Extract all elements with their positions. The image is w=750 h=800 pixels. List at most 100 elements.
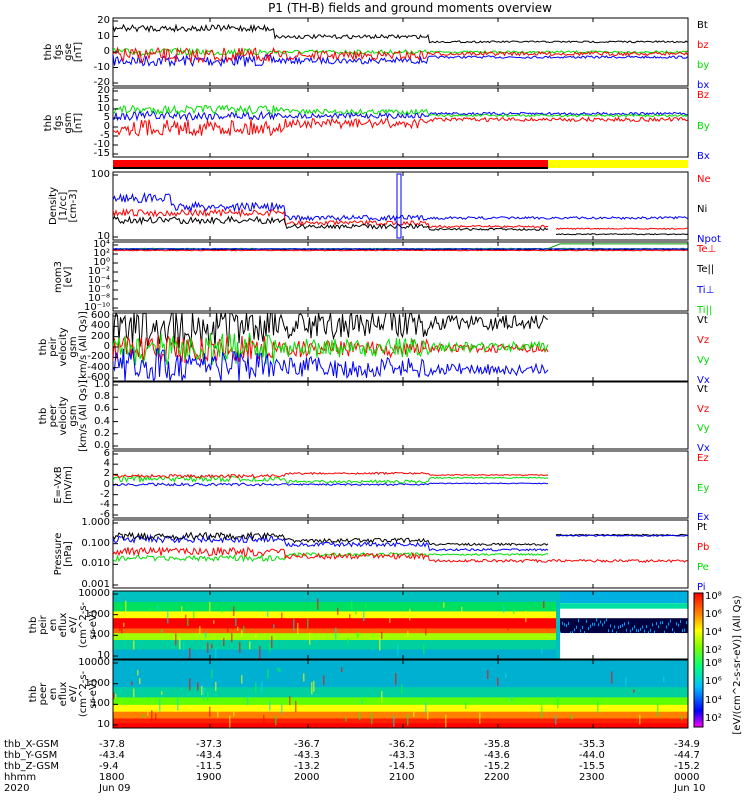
spectrogram-texture [215, 647, 217, 660]
x-axis-row-label: thb_Y-GSM [4, 750, 58, 761]
spectrogram-late-speckle [596, 618, 597, 622]
legend-vy: Vy [697, 423, 710, 435]
spectrogram-late-speckle [648, 631, 649, 635]
spectrogram-texture [227, 621, 229, 633]
spectrogram-texture [401, 683, 403, 695]
spectrogram-band [113, 639, 556, 650]
series-ti-late [547, 243, 688, 250]
spectrogram-texture [241, 675, 243, 684]
panel-data [113, 23, 688, 68]
spectrogram-texture [397, 644, 399, 657]
colorbar-tick-label: 10⁴ [705, 694, 722, 706]
y-axis-label-line: [km/s (All Qs)] [78, 379, 89, 452]
legend-pi: Pi [697, 582, 706, 593]
y-tick-label: -15 [93, 148, 110, 159]
spectrogram-late-speckle [652, 623, 653, 627]
series-pb [113, 546, 688, 564]
legend-vz: Vz [697, 335, 710, 346]
series-pi-late [555, 534, 688, 537]
panel-data [113, 531, 688, 564]
spectrogram-texture [311, 682, 313, 695]
y-tick-label: 0.0 [94, 440, 110, 451]
legend-ey: Ey [697, 482, 710, 494]
spectrogram-texture [119, 620, 121, 631]
y-axis-label: thb peir en eflux eV/(cm^2-s-sr-eV) [28, 602, 99, 648]
spectrogram-late-speckle [676, 622, 677, 626]
x-axis-value-hhmm: 0000 [674, 772, 700, 783]
y-tick-label: 1000 [84, 608, 110, 620]
spectrogram-band [113, 591, 556, 603]
spectrogram-texture [137, 670, 139, 676]
spectrogram-texture [211, 643, 213, 649]
spectrogram-late-speckle [672, 628, 673, 632]
spectrogram-texture [175, 633, 177, 646]
series-vy [113, 333, 549, 366]
legend-npot: Npot [697, 234, 721, 245]
y-tick-label: 10⁻¹⁰ [83, 302, 110, 313]
y-axis-label: thb peer en eflux eV/(cm^2-s-sr-eV) [28, 671, 99, 717]
y-axis-label-line: sr-eV) [88, 679, 99, 709]
y-tick-label: 0 [103, 46, 110, 57]
legend-vx: Vx [697, 375, 710, 386]
series-tiperp [113, 248, 688, 250]
panel-data [113, 313, 549, 381]
spectrogram-late-speckle [650, 628, 651, 632]
spectrogram-texture [407, 630, 409, 637]
spectrogram-texture [317, 598, 319, 610]
y-tick-label: 5 [103, 112, 110, 123]
spectrogram-late-speckle [604, 620, 605, 624]
spectrogram-texture [193, 610, 195, 619]
spectrogram-late-speckle [664, 630, 665, 634]
panel-frame [112, 659, 689, 729]
spectrogram-late-speckle [564, 623, 565, 627]
spectrogram-texture [139, 678, 141, 685]
spectrogram-texture [425, 702, 427, 713]
spectrogram-late-speckle [682, 629, 683, 633]
colorbar-tick-label: 10² [705, 713, 722, 724]
spectrogram-texture [189, 678, 191, 691]
status-bar-red [113, 160, 548, 168]
x-axis-value-hhmm: 2300 [579, 772, 605, 783]
spectrogram-texture [395, 673, 397, 685]
y-axis-label-line: [km/s (All Qs)] [78, 311, 89, 383]
series-vt [113, 313, 549, 350]
y-tick-label: 10² [93, 248, 110, 259]
spectrogram-texture [351, 600, 353, 610]
spectrogram-late-speckle [678, 623, 679, 627]
legend-vt: Vt [697, 384, 708, 395]
spectrogram-texture [381, 631, 383, 640]
spectrogram-late-speckle [670, 619, 671, 623]
panel-data [113, 173, 688, 239]
series-bz [113, 116, 688, 137]
y-tick-label: 10⁰ [93, 257, 110, 268]
spectrogram-texture [541, 705, 543, 719]
x-axis-row-label: hhmm [4, 772, 37, 783]
spectrogram-texture [217, 707, 219, 718]
spectrogram-texture [293, 619, 295, 631]
series-pt-late [555, 533, 688, 537]
spectrogram-texture [341, 667, 343, 673]
spectrogram-texture [337, 607, 339, 616]
spectrogram-late-speckle [628, 621, 629, 625]
colorbar-tick-label: 10⁸ [705, 658, 722, 669]
spectrogram-texture [115, 693, 117, 698]
spectrogram-texture [133, 688, 135, 698]
y-tick-label: -10 [93, 139, 110, 150]
spectrogram-texture [541, 648, 543, 654]
x-axis-value-hhmm: 2000 [294, 772, 320, 783]
status-bar-edge [113, 167, 548, 169]
spectrogram-texture [663, 676, 665, 683]
legend-pt: Pt [697, 522, 707, 533]
series-bz [113, 46, 688, 64]
y-tick-label: 200 [90, 330, 110, 342]
spectrogram-texture [571, 714, 573, 720]
spectrogram-texture [125, 600, 127, 613]
legend-by: By [697, 120, 710, 132]
y-tick-label: 1.0 [94, 379, 110, 390]
spectrogram-band [113, 711, 688, 719]
spectrogram-texture [335, 627, 337, 640]
spectrogram-texture [681, 715, 683, 721]
y-tick-label: -400 [87, 361, 110, 373]
panel-density [112, 171, 689, 241]
y-tick-label: 10 [97, 231, 110, 242]
